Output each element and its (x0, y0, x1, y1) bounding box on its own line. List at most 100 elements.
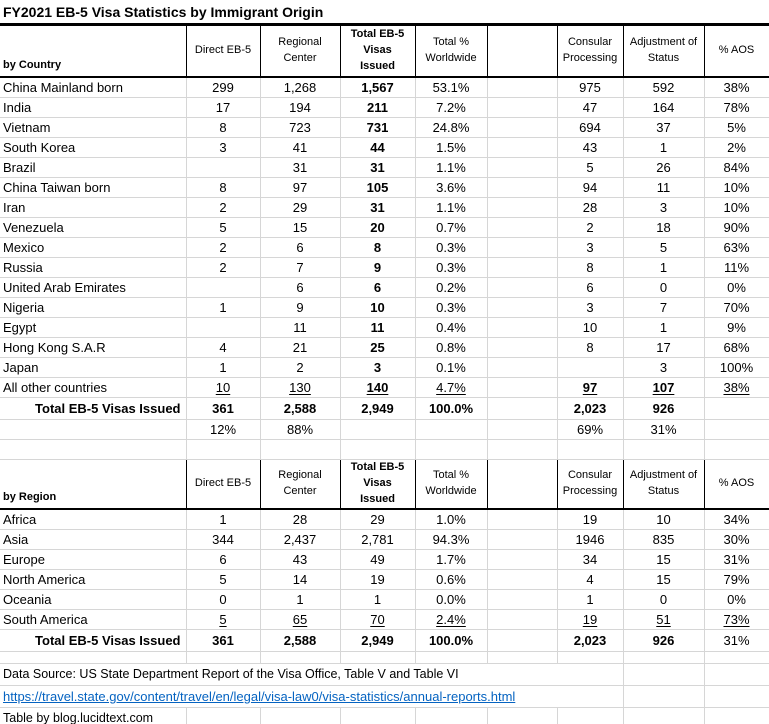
cell-consular-processing: 47 (556, 97, 624, 118)
cell-consular-processing: 10 (556, 317, 624, 338)
cell-total-visas: 6 (339, 277, 416, 298)
cell-regional-center: 31 (259, 157, 341, 178)
cell-total-pct-worldwide: 7.2% (414, 97, 488, 118)
total-aos: 926 (622, 397, 705, 420)
cell-direct-eb5: 299 (185, 76, 261, 98)
empty-cell (486, 706, 558, 724)
country-row: Venezuela 5 15 20 0.7% 2 18 90% (0, 217, 769, 238)
cell-regional-center: 1,268 (259, 76, 341, 98)
cell-direct-eb5: 2 (185, 237, 261, 258)
cell-direct-eb5: 5 (185, 217, 261, 238)
cell-consular-processing: 6 (556, 277, 624, 298)
cell-consular-processing: 3 (556, 237, 624, 258)
cell-direct-eb5: 0 (185, 588, 261, 610)
col-header-direct-eb5: Direct EB-5 (185, 458, 261, 510)
total-label: Total EB-5 Visas Issued (0, 397, 187, 420)
cell-pct-aos: 2% (703, 137, 769, 158)
spacer-row (0, 650, 769, 664)
cell-blank (486, 377, 558, 398)
source-link[interactable]: https://travel.state.gov/content/travel/… (3, 688, 516, 704)
cell-adjustment-of-status: 1 (622, 137, 705, 158)
country-name: Mexico (0, 237, 187, 258)
share-row: 12% 88% 69% 31% (0, 419, 769, 440)
country-name: Brazil (0, 157, 187, 178)
cell-adjustment-of-status: 5 (622, 237, 705, 258)
col-header-regional-center: Regional Center (259, 24, 341, 78)
country-row: Iran 2 29 31 1.1% 28 3 10% (0, 197, 769, 218)
region-row: Asia 344 2,437 2,781 94.3% 1946 835 30% (0, 528, 769, 550)
cell-adjustment-of-status: 17 (622, 337, 705, 358)
cell-regional-center: 21 (259, 337, 341, 358)
cell-direct-eb5: 5 (185, 568, 261, 590)
cell-pct-aos: 0% (703, 588, 769, 610)
cell-pct-aos: 30% (703, 528, 769, 550)
cell-total-pct-worldwide: 0.3% (414, 297, 488, 318)
total-pct-worldwide: 100.0% (414, 628, 488, 652)
country-row: Mexico 2 6 8 0.3% 3 5 63% (0, 237, 769, 258)
cell-adjustment-of-status: 1 (622, 317, 705, 338)
col-header-blank (486, 458, 558, 510)
total-pct-worldwide: 100.0% (414, 397, 488, 420)
total-pct-aos: 31% (703, 628, 769, 652)
cell-pct-aos: 70% (703, 297, 769, 318)
empty-cell (623, 0, 704, 26)
cell-direct-eb5: 1 (185, 508, 261, 530)
cell-total-pct-worldwide: 53.1% (414, 76, 488, 98)
col-header-adjustment-of-status: Adjustment of Status (622, 24, 705, 78)
country-total-row: Total EB-5 Visas Issued 361 2,588 2,949 … (0, 397, 769, 420)
cell-direct-eb5: 1 (185, 297, 261, 318)
country-row: China Mainland born 299 1,268 1,567 53.1… (0, 76, 769, 98)
cell-consular-processing: 28 (556, 197, 624, 218)
cell-pct-aos: 38% (703, 76, 769, 98)
cell-consular-processing: 694 (556, 117, 624, 138)
cell-direct-eb5: 6 (185, 548, 261, 570)
region-row: Oceania 0 1 1 0.0% 1 0 0% (0, 588, 769, 610)
cell-direct-eb5: 344 (185, 528, 261, 550)
empty-cell (414, 706, 488, 724)
cell-total-pct-worldwide: 0.6% (414, 568, 488, 590)
cell-adjustment-of-status: 107 (622, 377, 705, 398)
country-row: United Arab Emirates 6 6 0.2% 6 0 0% (0, 277, 769, 298)
cell-total-visas: 3 (339, 357, 416, 378)
cell-blank (486, 137, 558, 158)
region-name: North America (0, 568, 187, 590)
cell-total-visas: 11 (339, 317, 416, 338)
page-title: FY2021 EB-5 Visa Statistics by Immigrant… (0, 0, 415, 26)
cell-regional-center: 29 (259, 197, 341, 218)
cell-direct-eb5: 8 (185, 177, 261, 198)
col-header-blank (486, 24, 558, 78)
cell-total-pct-worldwide: 2.4% (414, 608, 488, 630)
data-source-row: Data Source: US State Department Report … (0, 662, 769, 686)
cell-total-visas: 31 (339, 157, 416, 178)
cell-total-visas: 9 (339, 257, 416, 278)
cell-adjustment-of-status: 10 (622, 508, 705, 530)
country-header-row: by Country Direct EB-5 Regional Center T… (0, 24, 769, 78)
cell-consular-processing (556, 357, 624, 378)
cell-regional-center: 14 (259, 568, 341, 590)
title-row: FY2021 EB-5 Visa Statistics by Immigrant… (0, 0, 769, 26)
cell-adjustment-of-status: 1 (622, 257, 705, 278)
col-header-regional-center: Regional Center (259, 458, 341, 510)
col-header-adjustment-of-status: Adjustment of Status (622, 458, 705, 510)
col-header-total-pct-worldwide: Total % Worldwide (414, 24, 488, 78)
cell-consular-processing: 97 (556, 377, 624, 398)
cell-total-pct-worldwide: 1.5% (414, 137, 488, 158)
cell-pct-aos: 31% (703, 548, 769, 570)
empty-cell (703, 662, 769, 686)
cell-regional-center: 6 (259, 277, 341, 298)
cell-blank (486, 397, 558, 420)
share-direct: 12% (185, 419, 261, 440)
cell-total-visas: 20 (339, 217, 416, 238)
cell-total-visas: 31 (339, 197, 416, 218)
cell-regional-center: 43 (259, 548, 341, 570)
cell-blank (486, 317, 558, 338)
cell-adjustment-of-status: 7 (622, 297, 705, 318)
cell-direct-eb5 (185, 277, 261, 298)
cell-total-pct-worldwide: 0.7% (414, 217, 488, 238)
total-aos: 926 (622, 628, 705, 652)
cell-consular-processing: 43 (556, 137, 624, 158)
data-source-text: Data Source: US State Department Report … (0, 662, 624, 686)
share-aos: 31% (622, 419, 705, 440)
cell-total-pct-worldwide: 1.1% (414, 157, 488, 178)
